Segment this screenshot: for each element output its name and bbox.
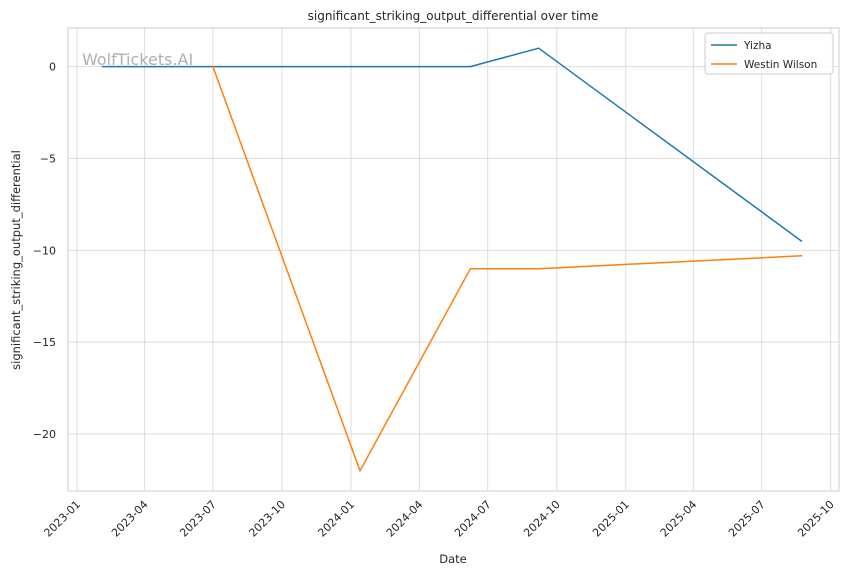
data-point — [800, 240, 803, 242]
data-point — [537, 47, 540, 50]
data-point — [537, 267, 540, 270]
x-tick-label: 2024-07 — [452, 498, 494, 540]
data-point — [469, 267, 472, 270]
x-tick-label: 2024-01 — [315, 498, 357, 540]
y-tick-label: −5 — [40, 152, 56, 165]
x-tick-label: 2025-04 — [658, 498, 700, 540]
series-line-1 — [212, 66, 802, 472]
y-tick-label: −15 — [33, 336, 56, 349]
x-tick-label: 2025-10 — [795, 498, 837, 540]
y-tick-label: 0 — [49, 61, 56, 74]
data-point — [469, 65, 472, 68]
y-axis-label: significant_striking_output_differential — [9, 150, 23, 370]
series-lines — [101, 47, 803, 472]
axis-ticks: 2023-01 2023-04 2023-07 2023-10 2024-01 2024-… — [33, 61, 837, 540]
x-tick-label: 2024-10 — [521, 498, 563, 540]
legend-entry-label: Westin Wilson — [744, 59, 817, 71]
x-tick-label: 2023-10 — [246, 498, 288, 540]
x-tick-label: 2024-04 — [384, 498, 426, 540]
x-tick-label: 2023-04 — [109, 498, 151, 540]
legend-entry-label: Yizha — [743, 40, 772, 52]
data-point — [101, 65, 104, 68]
x-axis-label: Date — [439, 552, 467, 566]
legend: Yizha Westin Wilson — [704, 32, 834, 75]
x-tick-label: 2025-01 — [590, 498, 632, 540]
x-tick-label: 2023-07 — [177, 498, 219, 540]
data-point — [212, 65, 214, 68]
data-point — [359, 469, 361, 472]
y-tick-label: −20 — [33, 428, 56, 441]
x-tick-label: 2025-07 — [726, 498, 768, 540]
data-point — [800, 255, 803, 257]
series-line-0 — [102, 47, 802, 242]
watermark: WolfTickets.AI — [82, 50, 193, 69]
x-tick-label: 2023-01 — [41, 498, 83, 540]
chart-title: significant_striking_output_differential… — [308, 9, 599, 23]
plot-frame — [67, 27, 840, 492]
y-tick-label: −10 — [33, 244, 56, 257]
